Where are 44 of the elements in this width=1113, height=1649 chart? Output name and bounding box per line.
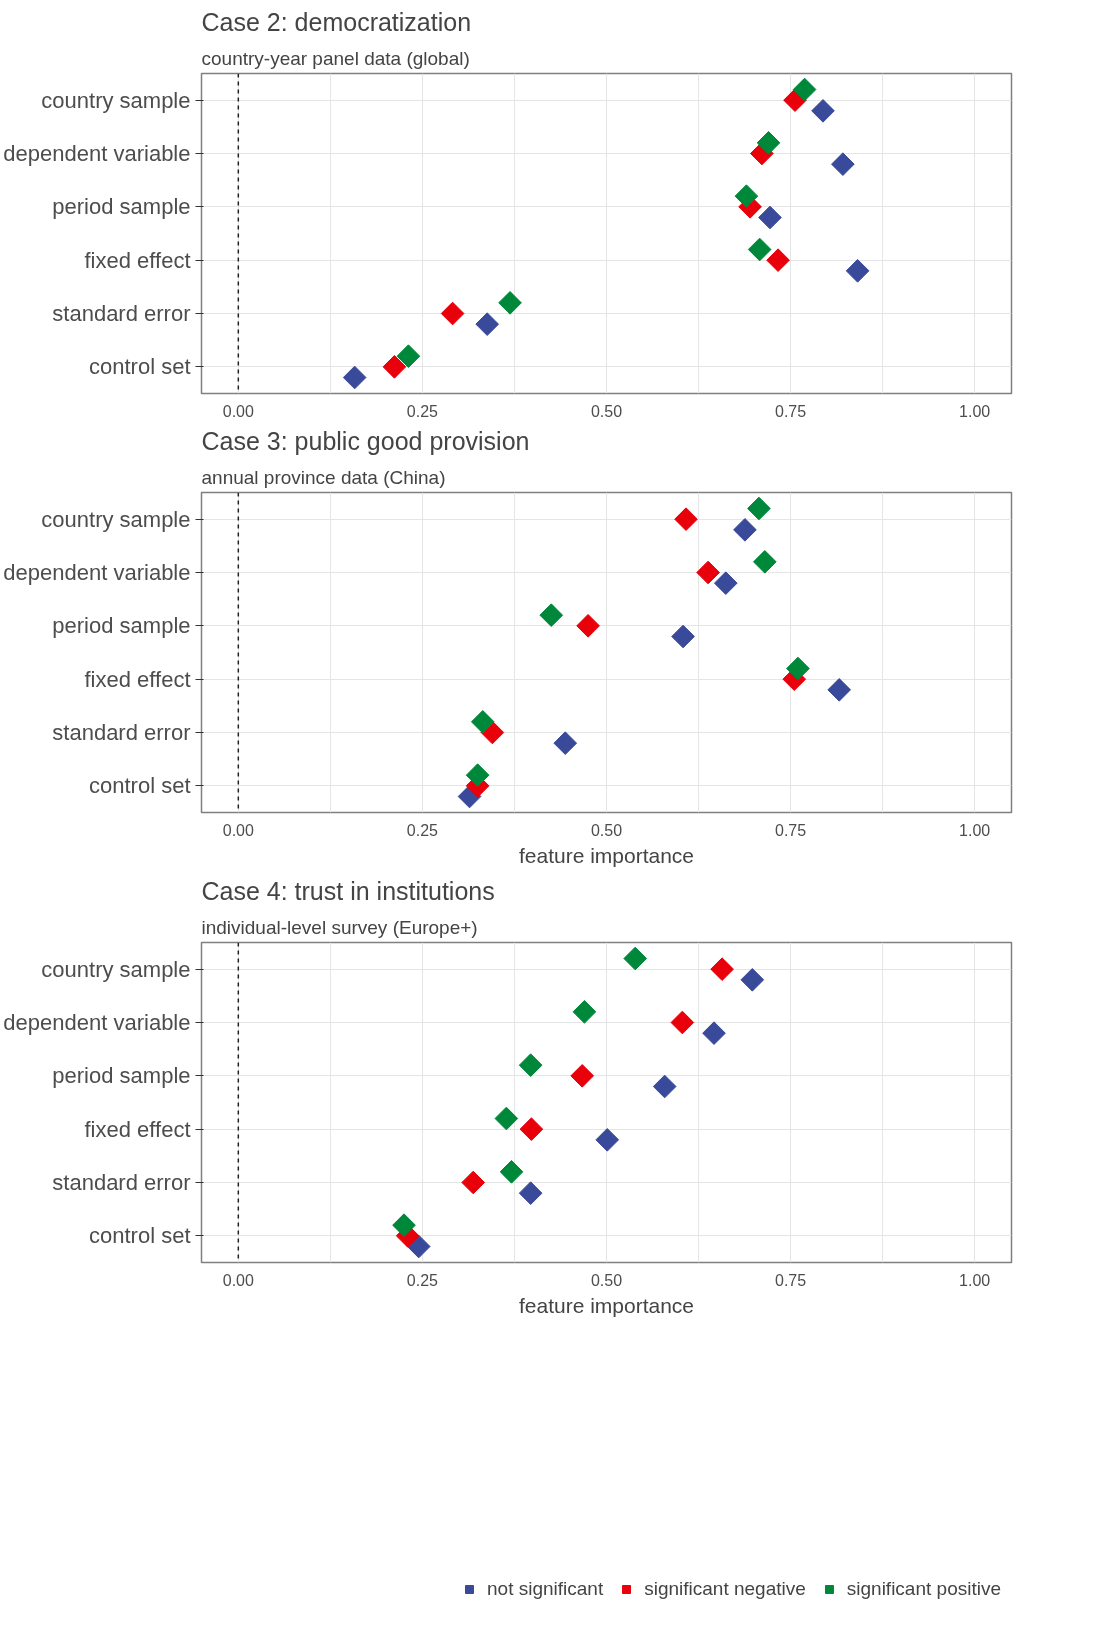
y-tick-label: period sample	[52, 194, 191, 220]
x-tick-label: 1.00	[959, 402, 991, 420]
chart-title: Case 3: public good provision	[201, 426, 530, 455]
x-tick-label: 0.25	[406, 1271, 439, 1289]
y-tick-label: country sample	[41, 506, 191, 532]
x-axis-title: feature importance	[518, 843, 695, 867]
x-tick-label: 0.00	[222, 1271, 254, 1289]
chart-subtitle: annual province data (China)	[201, 466, 446, 488]
y-tick-label: control set	[89, 354, 191, 380]
y-tick-label: country sample	[41, 87, 191, 113]
x-tick-label: 0.00	[222, 821, 254, 839]
y-tick-label: standard error	[52, 720, 191, 745]
y-tick-label: dependent variable	[3, 1010, 191, 1035]
x-tick-label: 1.00	[959, 1271, 991, 1289]
chart-subtitle: country-year panel data (global)	[201, 47, 470, 69]
y-tick-label: country sample	[41, 956, 191, 982]
y-tick-label: fixed effect	[84, 1116, 191, 1142]
y-tick-label: fixed effect	[84, 247, 191, 273]
x-tick-label: 0.50	[590, 402, 623, 420]
y-tick-label: standard error	[52, 301, 191, 326]
y-tick-label: period sample	[52, 1063, 191, 1089]
y-tick-label: fixed effect	[84, 666, 191, 692]
y-tick-label: standard error	[52, 1170, 191, 1195]
legend-label: significant negative	[644, 1578, 806, 1600]
y-tick-label: dependent variable	[3, 560, 191, 585]
legend-label: significant positive	[846, 1578, 1001, 1600]
chart-title: Case 4: trust in institutions	[201, 876, 495, 905]
x-tick-label: 0.00	[222, 402, 254, 420]
x-tick-label: 0.75	[775, 402, 807, 420]
x-tick-label: 0.75	[775, 1271, 807, 1289]
x-tick-label: 0.50	[590, 821, 623, 839]
y-tick-label: dependent variable	[3, 141, 191, 166]
x-tick-label: 0.25	[406, 402, 439, 420]
x-axis-title: feature importance	[518, 1293, 695, 1317]
chart-title: Case 2: democratization	[201, 7, 472, 36]
x-tick-label: 1.00	[959, 821, 991, 839]
y-tick-label: control set	[89, 773, 191, 799]
y-tick-label: period sample	[52, 613, 191, 639]
x-tick-label: 0.75	[775, 821, 807, 839]
chart-subtitle: individual-level survey (Europe+)	[201, 916, 478, 938]
y-tick-label: control set	[89, 1223, 191, 1249]
legend-label: not significant	[487, 1578, 604, 1600]
x-tick-label: 0.50	[590, 1271, 623, 1289]
x-tick-label: 0.25	[406, 821, 439, 839]
